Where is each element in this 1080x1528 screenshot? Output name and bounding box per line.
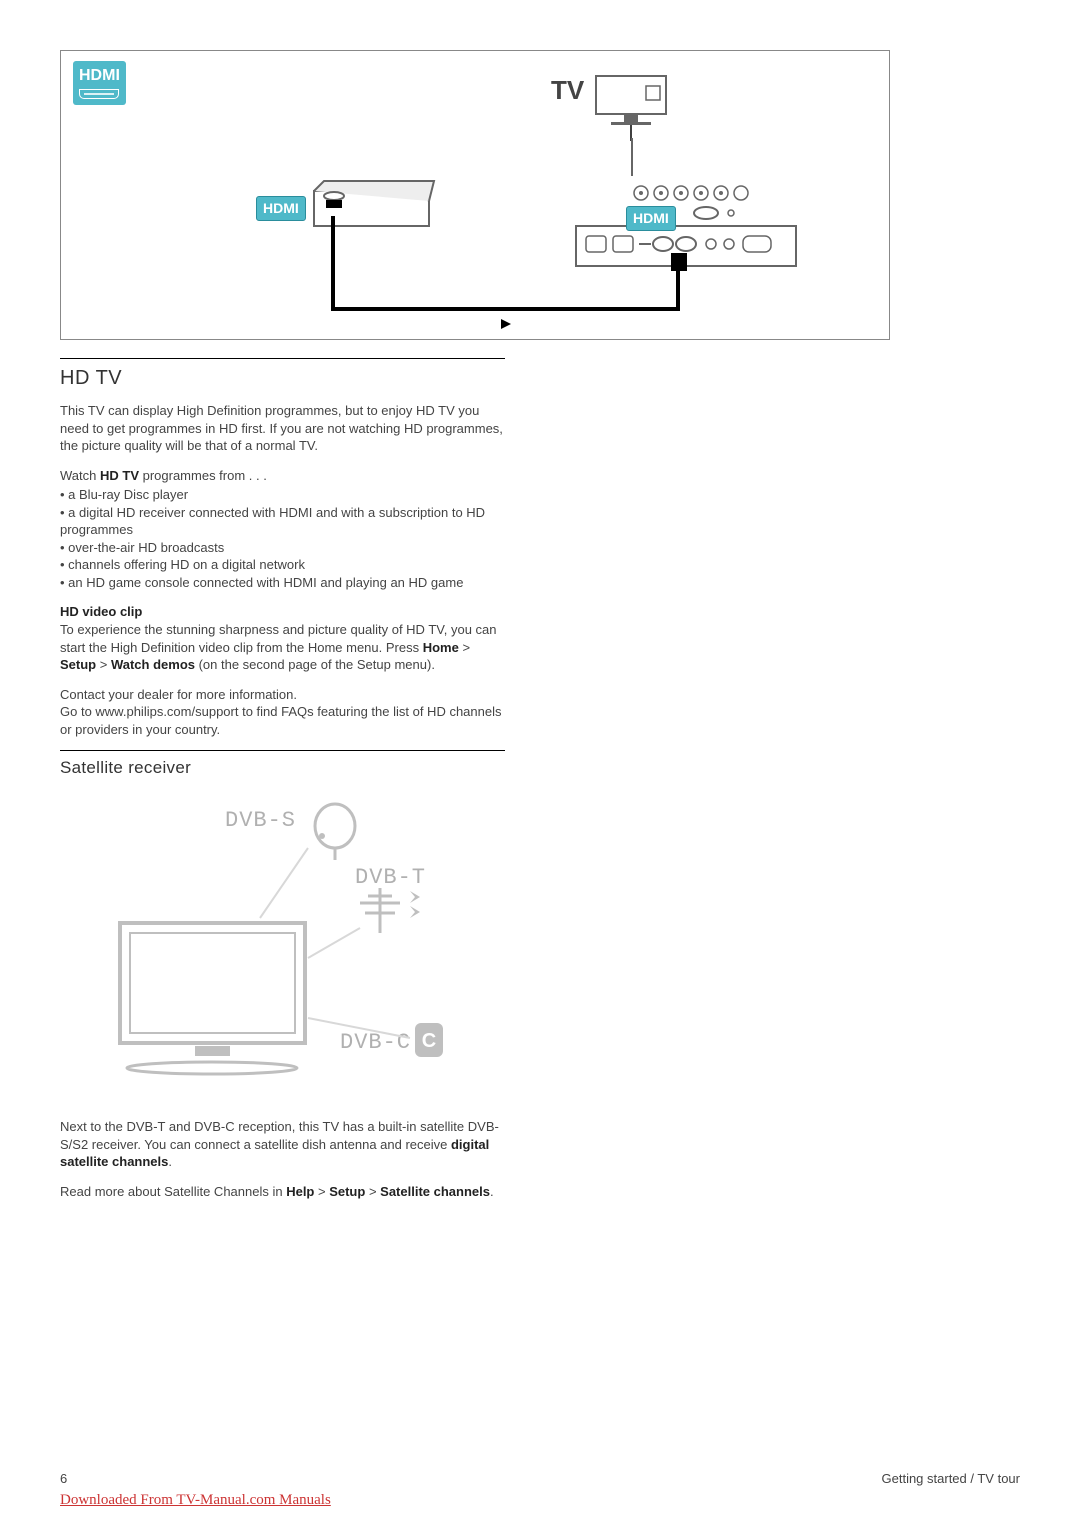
list-item: • a digital HD receiver connected with H… (60, 504, 505, 539)
hd-clip-paragraph: HD video clip To experience the stunning… (60, 603, 505, 673)
cable-segment (631, 138, 633, 176)
hd-tv-section: HD TV This TV can display High Definitio… (60, 358, 505, 1200)
satellite-heading: Satellite receiver (60, 757, 505, 780)
text-bold: Satellite channels (380, 1184, 490, 1199)
arrow-icon (501, 319, 511, 329)
text-bold: Home (423, 640, 459, 655)
watch-line: Watch HD TV programmes from . . . (60, 467, 505, 485)
text: Next to the DVB-T and DVB-C reception, t… (60, 1119, 499, 1152)
list-item: • an HD game console connected with HDMI… (60, 574, 505, 592)
hdmi-label-source: HDMI (256, 196, 306, 221)
hdmi-badge-text: HDMI (79, 67, 120, 84)
bullet-list: • a Blu-ray Disc player • a digital HD r… (60, 486, 505, 591)
tv-back-panel-icon (571, 171, 811, 281)
svg-text:C: C (422, 1030, 436, 1052)
tv-label: TV (551, 73, 584, 108)
text: Watch (60, 468, 100, 483)
cable-segment (676, 271, 680, 311)
satellite-diagram: DVB-S DVB-T DVB-C C (60, 788, 505, 1118)
download-source-link[interactable]: Downloaded From TV-Manual.com Manuals (60, 1490, 331, 1510)
hdmi-connection-diagram: HDMI TV HDMI (60, 50, 890, 340)
satellite-intro: Next to the DVB-T and DVB-C reception, t… (60, 1118, 505, 1171)
hd-tv-heading: HD TV (60, 365, 505, 392)
contact-paragraph: Contact your dealer for more information… (60, 686, 505, 739)
clip-heading: HD video clip (60, 603, 505, 621)
list-item: • over-the-air HD broadcasts (60, 539, 505, 557)
text: > (314, 1184, 329, 1199)
text: Read more about Satellite Channels in (60, 1184, 286, 1199)
text: (on the second page of the Setup menu). (195, 657, 435, 672)
cable-segment (331, 216, 335, 311)
text: programmes from . . . (139, 468, 267, 483)
divider (60, 750, 505, 751)
breadcrumb: Getting started / TV tour (882, 1470, 1021, 1488)
source-device-icon (309, 171, 449, 241)
list-item: • channels offering HD on a digital netw… (60, 556, 505, 574)
text-bold: Setup (329, 1184, 365, 1199)
tv-icon (591, 71, 681, 141)
text-bold: HD TV (100, 468, 139, 483)
text-bold: Setup (60, 657, 96, 672)
hdmi-label-tv: HDMI (626, 206, 676, 231)
page-footer: 6 Getting started / TV tour (60, 1470, 1020, 1488)
text: > (365, 1184, 380, 1199)
satellite-svg: C (60, 788, 505, 1118)
list-item: • a Blu-ray Disc player (60, 486, 505, 504)
hdmi-badge: HDMI (73, 61, 126, 105)
satellite-readmore: Read more about Satellite Channels in He… (60, 1183, 505, 1201)
hd-tv-intro: This TV can display High Definition prog… (60, 402, 505, 455)
divider (60, 358, 505, 359)
hdmi-port-icon (79, 89, 119, 99)
text: > (459, 640, 470, 655)
text-bold: Help (286, 1184, 314, 1199)
text: > (96, 657, 111, 672)
page-number: 6 (60, 1470, 67, 1488)
cable-segment (331, 307, 676, 311)
text: . (490, 1184, 494, 1199)
text-bold: Watch demos (111, 657, 195, 672)
text: . (168, 1154, 172, 1169)
